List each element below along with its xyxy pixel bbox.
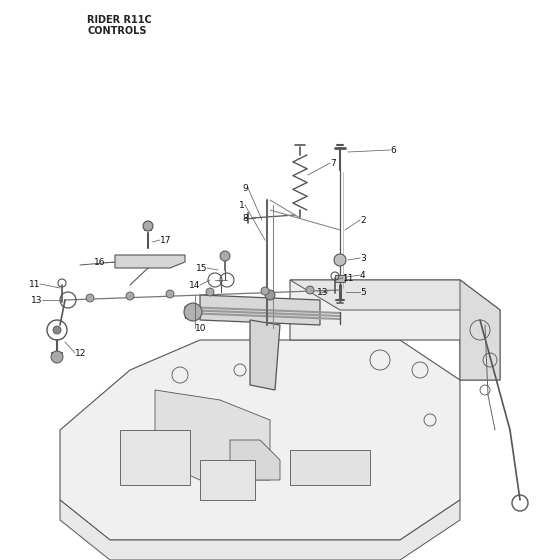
Polygon shape [60,340,460,540]
Text: 2: 2 [360,216,366,225]
Bar [200,460,255,500]
Text: 5: 5 [360,287,366,296]
Text: 14: 14 [189,281,200,290]
Circle shape [206,288,214,296]
Circle shape [265,290,275,300]
Text: 6: 6 [390,146,396,155]
Polygon shape [115,255,185,268]
Polygon shape [290,280,500,380]
Text: 13: 13 [316,287,328,296]
Text: 12: 12 [75,348,86,357]
Polygon shape [250,320,280,390]
Polygon shape [60,500,460,560]
Polygon shape [290,280,500,310]
Text: 15: 15 [195,264,207,273]
Text: CONTROLS: CONTROLS [87,26,147,36]
Circle shape [51,351,63,363]
Text: 1: 1 [239,200,245,209]
Circle shape [53,326,61,334]
Circle shape [143,221,153,231]
Text: 4: 4 [360,270,366,279]
Circle shape [261,287,269,295]
Circle shape [166,290,174,298]
Polygon shape [200,295,320,325]
Text: 11: 11 [343,273,354,282]
Text: 17: 17 [160,236,171,245]
Text: 9: 9 [242,184,248,193]
Circle shape [306,286,314,294]
Circle shape [220,251,230,261]
Text: 7: 7 [330,158,336,167]
Polygon shape [230,440,280,480]
Bar [120,430,190,485]
Polygon shape [155,390,270,480]
Text: 16: 16 [94,258,105,267]
Text: 13: 13 [30,296,42,305]
Circle shape [334,254,346,266]
Circle shape [86,294,94,302]
Text: 11: 11 [29,279,40,288]
Text: 10: 10 [195,324,207,333]
Circle shape [184,303,202,321]
Bar [335,275,345,282]
Text: 3: 3 [360,254,366,263]
Circle shape [126,292,134,300]
Text: 8: 8 [242,213,248,222]
Text: RIDER R11C: RIDER R11C [87,15,152,25]
Polygon shape [460,280,500,380]
Bar [290,450,370,485]
